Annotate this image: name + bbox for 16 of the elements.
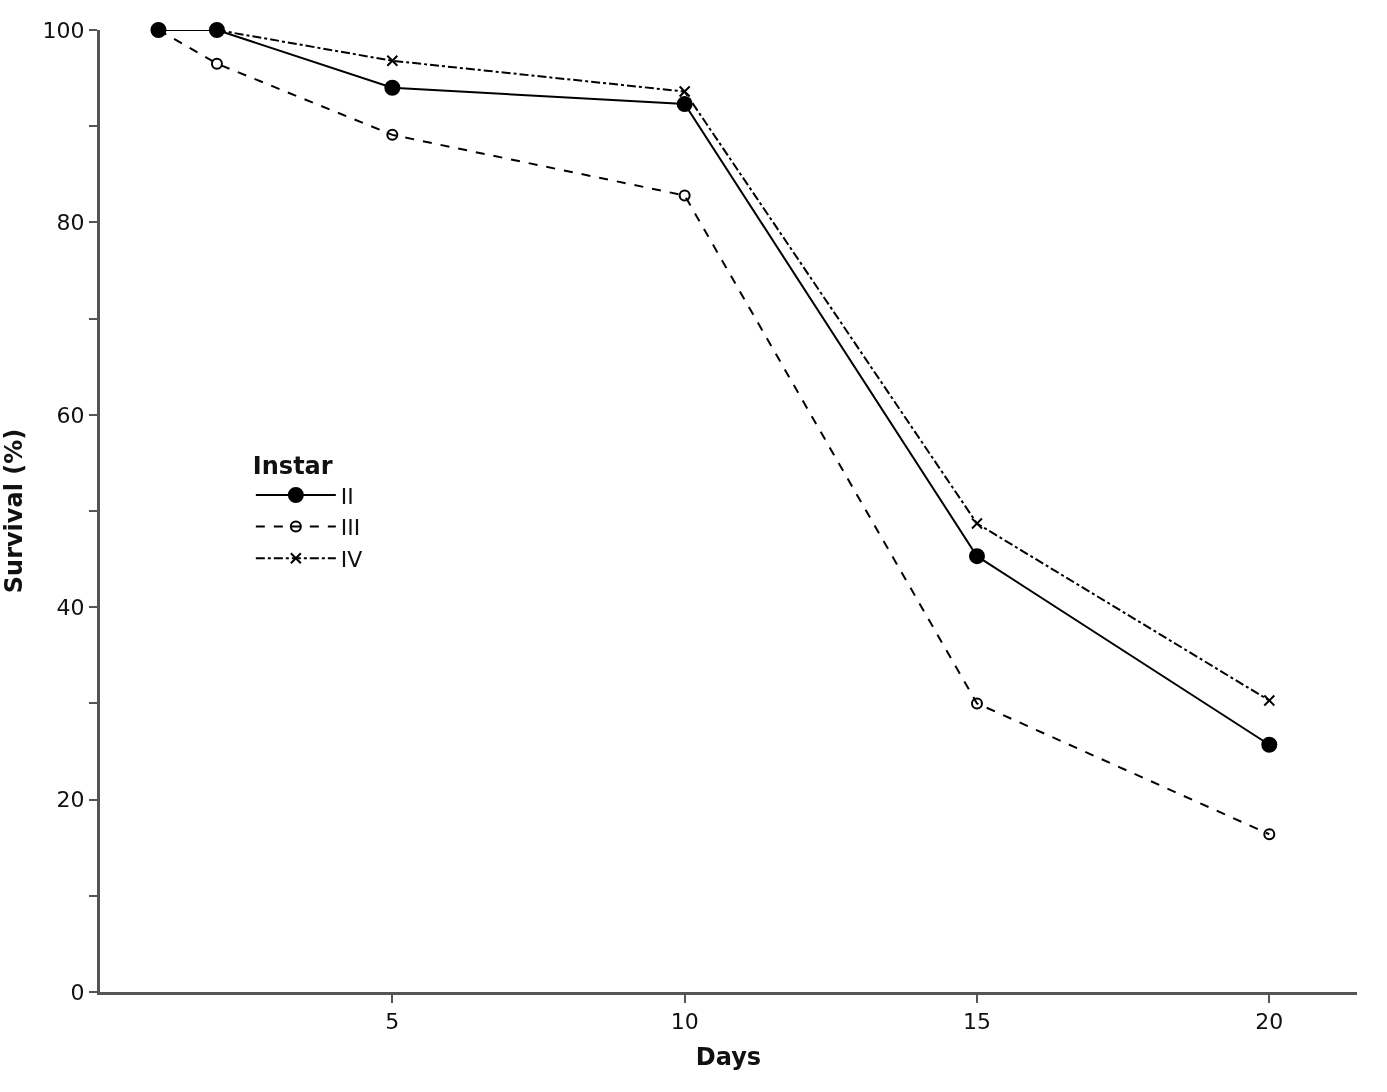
legend-label: IV: [340, 546, 363, 572]
y-axis-title: Survival (%): [0, 428, 28, 594]
legend-label: II: [340, 483, 354, 509]
x-tick-label: 20: [1255, 1009, 1284, 1035]
y-tick-label: 80: [56, 210, 85, 236]
x-tick-label: 5: [385, 1009, 400, 1035]
x-tick-label: 10: [670, 1009, 699, 1035]
x-tick-label: 15: [962, 1009, 991, 1035]
legend-title: Instar: [252, 452, 333, 481]
y-tick-label: 20: [56, 787, 85, 813]
legend-label: III: [340, 515, 361, 541]
y-tick-label: 60: [56, 402, 85, 428]
y-tick-label: 40: [56, 594, 85, 620]
y-tick-label: 0: [70, 979, 85, 1005]
x-axis-title: Days: [695, 1042, 762, 1071]
y-tick-label: 100: [42, 17, 85, 43]
